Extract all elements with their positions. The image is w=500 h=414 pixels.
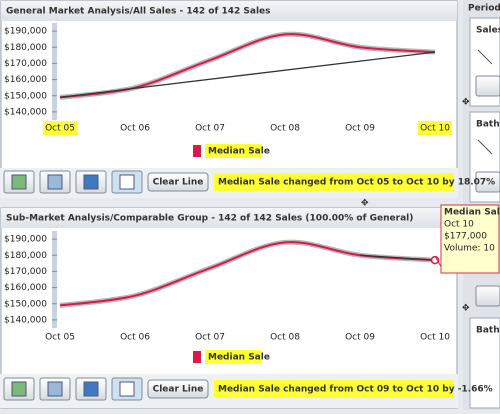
tooltip-volume: Volume: 10: [444, 244, 495, 254]
x-tick-label: Oct 07: [195, 124, 225, 134]
legend-label: Median Sale: [208, 147, 270, 157]
legend-label-bg: [205, 350, 261, 364]
trend-line: [359, 254, 436, 261]
legend-swatch: [193, 351, 201, 363]
y-axis-bar: [52, 23, 57, 120]
tool-icon: [83, 174, 99, 190]
tool-icon: [119, 174, 135, 190]
tool-icon: [119, 381, 135, 397]
tooltip: [440, 204, 500, 274]
x-tick-label: Oct 09: [345, 333, 375, 343]
side-button[interactable]: [475, 285, 500, 307]
y-tick-label: $170,000: [4, 59, 47, 69]
y-tick-label: $180,000: [4, 251, 47, 261]
message-bg: [214, 380, 454, 398]
x-tick-label: Oct 08: [270, 124, 300, 134]
side-button[interactable]: [475, 75, 500, 97]
tooltip-title: Median Sale: [444, 208, 500, 218]
y-tick-label: $190,000: [4, 27, 47, 37]
chart-title: General Market Analysis/All Sales - 142 …: [6, 7, 271, 17]
y-tick-label: $150,000: [4, 91, 47, 101]
x-tick-label: Oct 10: [420, 124, 450, 134]
tooltip-value: $177,000: [444, 232, 487, 242]
side-button[interactable]: [475, 171, 500, 193]
y-tick-label: $140,000: [4, 315, 47, 325]
splitter[interactable]: ✥: [462, 98, 470, 108]
side-section: Baths: [476, 120, 500, 130]
x-tick-label: Oct 07: [195, 333, 225, 343]
x-tick-label: Oct 08: [270, 333, 300, 343]
side-section: Sales: [476, 26, 500, 36]
x-tick-label: Oct 06: [120, 124, 150, 134]
panel: [0, 0, 458, 198]
y-tick-label: $140,000: [4, 107, 47, 117]
splitter[interactable]: ✥: [462, 304, 470, 314]
legend-label: Median Sale: [208, 353, 270, 363]
panel-header: [1, 208, 457, 228]
tooltip-category: Oct 10: [444, 220, 474, 230]
side-icon: [477, 49, 493, 65]
chart-title: Sub-Market Analysis/Comparable Group - 1…: [6, 214, 413, 224]
tool-icon: [47, 174, 63, 190]
side-icon: [477, 139, 493, 155]
clear-line-button[interactable]: [147, 379, 209, 399]
splitter[interactable]: ✥: [361, 199, 369, 209]
tool-icon: [47, 381, 63, 397]
y-tick-label: $160,000: [4, 75, 47, 85]
x-label-highlight: [418, 121, 452, 135]
side-box: [469, 317, 500, 409]
x-tick-label: Oct 05: [45, 124, 75, 134]
side-section: Baths: [476, 326, 500, 336]
y-tick-label: $160,000: [4, 283, 47, 293]
panel-header: [1, 1, 457, 21]
tool-icon: [83, 381, 99, 397]
message-bg: [214, 173, 454, 191]
clear-line-button[interactable]: [147, 172, 209, 192]
x-tick-label: Oct 10: [420, 333, 450, 343]
legend-swatch: [193, 145, 201, 157]
y-tick-label: $150,000: [4, 299, 47, 309]
x-label-highlight: [43, 121, 77, 135]
y-axis-bar: [52, 231, 57, 328]
clear-line-label: Clear Line: [153, 385, 204, 395]
message: Median Sale changed from Oct 09 to Oct 1…: [218, 385, 493, 395]
x-tick-label: Oct 06: [120, 333, 150, 343]
clear-line-label: Clear Line: [153, 178, 204, 188]
y-tick-label: $190,000: [4, 235, 47, 245]
trend-line: [59, 51, 436, 99]
x-tick-label: Oct 09: [345, 124, 375, 134]
tool-icon: [11, 174, 27, 190]
y-tick-label: $180,000: [4, 43, 47, 53]
period-label: Period:: [468, 4, 500, 14]
y-tick-label: $170,000: [4, 267, 47, 277]
x-tick-label: Oct 05: [45, 333, 75, 343]
tool-icon: [11, 381, 27, 397]
message: Median Sale changed from Oct 05 to Oct 1…: [218, 178, 495, 188]
legend-label-bg: [205, 144, 261, 158]
